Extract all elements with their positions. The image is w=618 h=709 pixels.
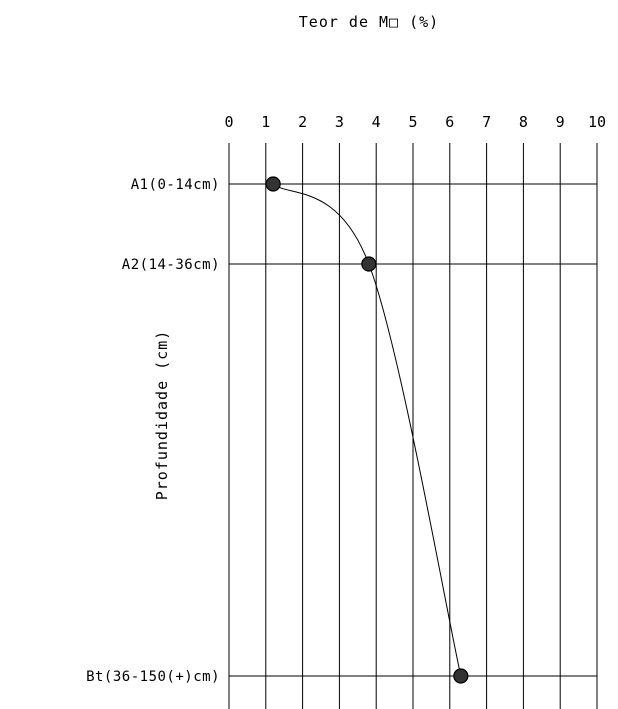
data-point-1 xyxy=(265,176,281,192)
x-tick-9: 9 xyxy=(556,113,565,131)
x-tick-labels: 0 1 2 3 4 5 6 7 8 9 10 xyxy=(224,113,606,131)
data-point-2 xyxy=(361,256,377,272)
x-tick-0: 0 xyxy=(224,113,233,131)
x-tick-2: 2 xyxy=(298,113,307,131)
horizontal-grid xyxy=(229,183,597,677)
category-label-2: A2(14-36cm) xyxy=(122,257,220,273)
category-label-3: Bt(36-150(+)cm) xyxy=(86,669,220,685)
x-tick-7: 7 xyxy=(482,113,491,131)
data-point-3 xyxy=(453,668,469,684)
x-tick-8: 8 xyxy=(519,113,528,131)
series-line xyxy=(272,183,462,677)
category-label-1: A1(0-14cm) xyxy=(131,177,220,193)
x-tick-4: 4 xyxy=(372,113,381,131)
chart-title: Teor de M□ (%) xyxy=(299,13,439,31)
x-tick-10: 10 xyxy=(588,113,606,131)
y-axis-label: Profundidade (cm) xyxy=(153,330,171,501)
x-tick-3: 3 xyxy=(335,113,344,131)
x-tick-5: 5 xyxy=(408,113,417,131)
vertical-grid xyxy=(228,143,598,709)
category-labels: A1(0-14cm) A2(14-36cm) Bt(36-150(+)cm) xyxy=(86,177,220,685)
x-tick-6: 6 xyxy=(445,113,454,131)
data-points xyxy=(265,176,469,684)
x-tick-1: 1 xyxy=(261,113,270,131)
